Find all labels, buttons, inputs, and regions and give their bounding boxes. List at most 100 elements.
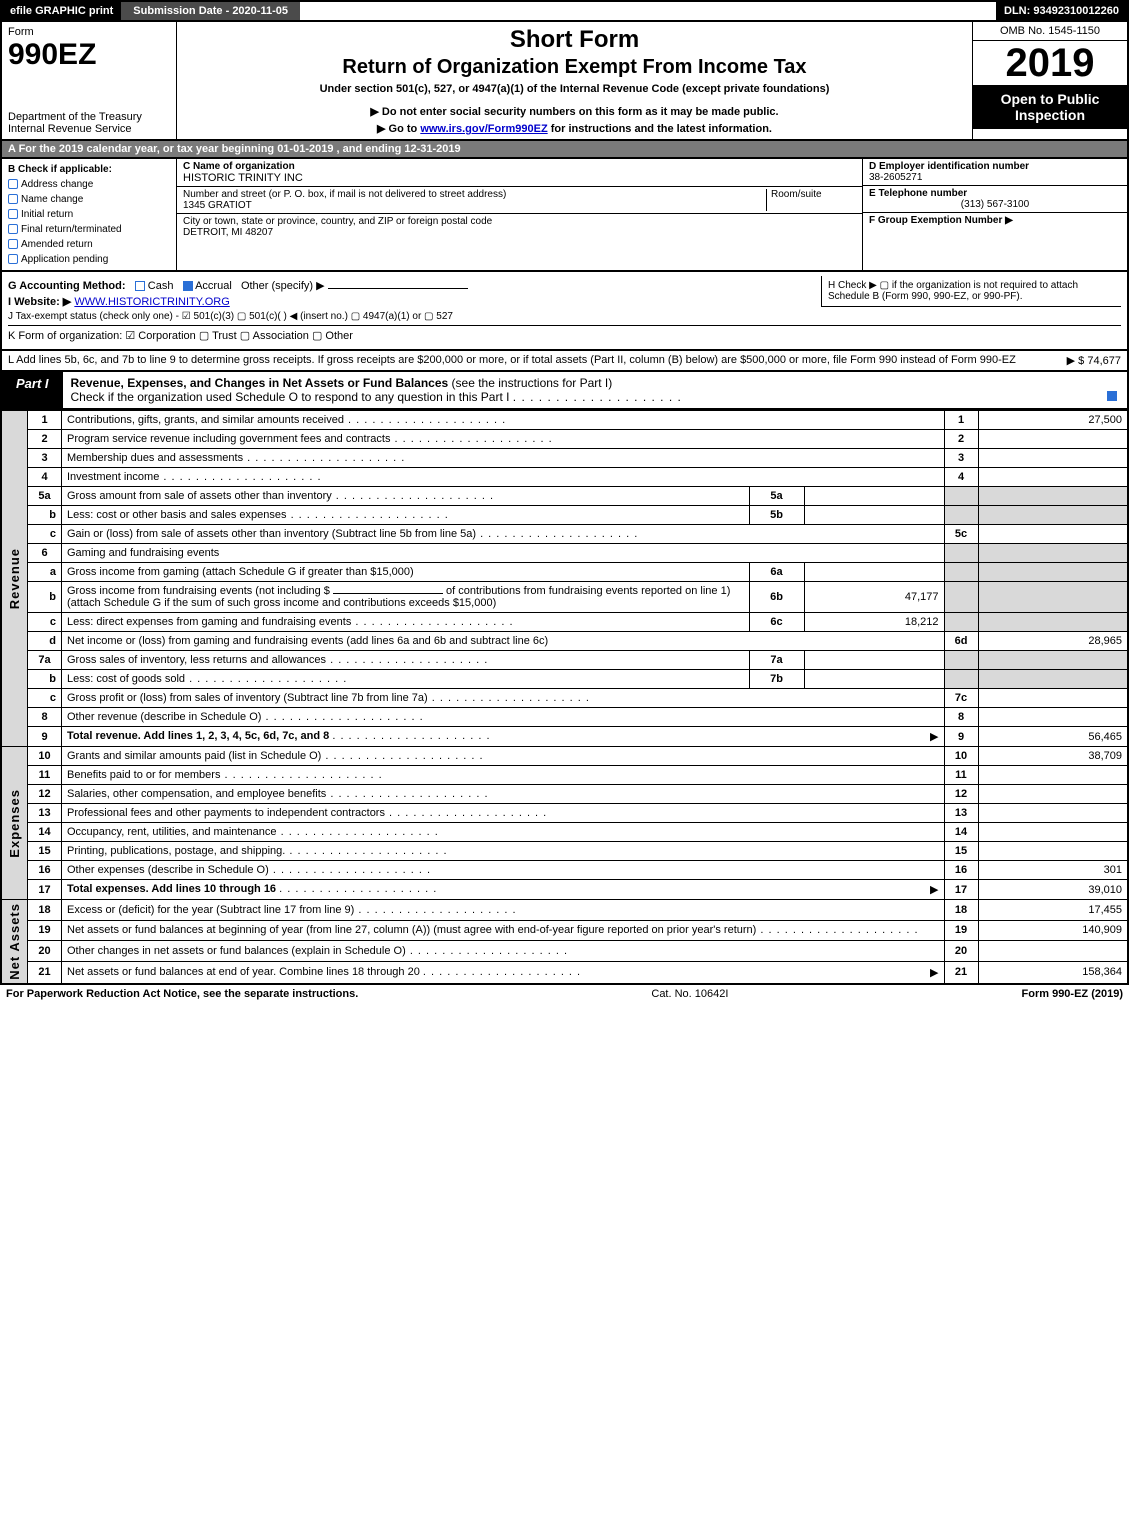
org-city: DETROIT, MI 48207	[183, 227, 273, 238]
ein-value: 38-2605271	[869, 172, 922, 183]
line-key: 12	[944, 785, 978, 804]
line-desc: Gross income from gaming (attach Schedul…	[62, 563, 750, 582]
efile-print-label[interactable]: efile GRAPHIC print	[2, 2, 121, 20]
line-key: 20	[944, 941, 978, 962]
lbl-amended-return: Amended return	[21, 239, 93, 250]
chk-initial-return[interactable]	[8, 209, 18, 219]
form-header: Form 990EZ Department of the Treasury In…	[0, 20, 1129, 141]
line-num: 2	[28, 430, 62, 449]
line-amt: 301	[978, 861, 1128, 880]
part-i-title: Revenue, Expenses, and Changes in Net As…	[71, 376, 449, 390]
part-i-label: Part I	[2, 372, 63, 408]
table-row: 19 Net assets or fund balances at beginn…	[1, 920, 1128, 941]
table-row: 14 Occupancy, rent, utilities, and maint…	[1, 823, 1128, 842]
line-amt: 27,500	[978, 411, 1128, 430]
line-amt	[978, 804, 1128, 823]
line-num: 21	[28, 961, 62, 983]
website-link[interactable]: WWW.HISTORICTRINITY.ORG	[74, 296, 229, 308]
chk-cash[interactable]	[135, 281, 145, 291]
table-row: b Less: cost or other basis and sales ex…	[1, 506, 1128, 525]
title-long: Return of Organization Exempt From Incom…	[181, 56, 968, 79]
chk-application-pending[interactable]	[8, 254, 18, 264]
line-num: 6	[28, 544, 62, 563]
chk-name-change[interactable]	[8, 194, 18, 204]
line-amt	[978, 823, 1128, 842]
line-amt: 17,455	[978, 900, 1128, 921]
c-street-label: Number and street (or P. O. box, if mail…	[183, 189, 506, 200]
line-key: 8	[944, 708, 978, 727]
line-desc: Program service revenue including govern…	[67, 433, 553, 445]
line-key: 5c	[944, 525, 978, 544]
line-num: c	[28, 689, 62, 708]
sub-key: 6c	[749, 613, 804, 632]
line-amt	[978, 468, 1128, 487]
table-row: 3 Membership dues and assessments 3	[1, 449, 1128, 468]
chk-schedule-o[interactable]	[1107, 391, 1117, 401]
line-num: 16	[28, 861, 62, 880]
footer-left: For Paperwork Reduction Act Notice, see …	[6, 988, 358, 1000]
form-label: Form	[8, 26, 170, 38]
chk-final-return[interactable]	[8, 224, 18, 234]
line-key: 10	[944, 747, 978, 766]
line-key: 14	[944, 823, 978, 842]
goto-link[interactable]: www.irs.gov/Form990EZ	[420, 123, 547, 135]
g-label: G Accounting Method:	[8, 280, 126, 292]
table-row: 8 Other revenue (describe in Schedule O)…	[1, 708, 1128, 727]
line-desc: Investment income	[67, 471, 322, 483]
part-i-note: (see the instructions for Part I)	[452, 376, 613, 390]
line-amt	[978, 785, 1128, 804]
f-group-label: F Group Exemption Number ▶	[869, 215, 1013, 226]
i-label: I Website: ▶	[8, 296, 71, 308]
line-desc: Total expenses. Add lines 10 through 16	[67, 883, 276, 895]
table-row: 13 Professional fees and other payments …	[1, 804, 1128, 823]
table-row: d Net income or (loss) from gaming and f…	[1, 632, 1128, 651]
line-desc: Other expenses (describe in Schedule O)	[67, 864, 431, 876]
line-desc: Gross profit or (loss) from sales of inv…	[67, 692, 590, 704]
table-row: 6 Gaming and fundraising events	[1, 544, 1128, 563]
line-key: 1	[944, 411, 978, 430]
section-d-e-f: D Employer identification number 38-2605…	[862, 159, 1127, 270]
table-row: 17 Total expenses. Add lines 10 through …	[1, 880, 1128, 900]
dept-label: Department of the Treasury	[8, 111, 170, 123]
table-row: Expenses 10 Grants and similar amounts p…	[1, 747, 1128, 766]
open-to-public: Open to Public Inspection	[973, 85, 1127, 129]
line-desc: Less: direct expenses from gaming and fu…	[67, 616, 514, 628]
line-num: 20	[28, 941, 62, 962]
line-desc: Total revenue. Add lines 1, 2, 3, 4, 5c,…	[67, 730, 329, 742]
tax-year: 2019	[973, 41, 1127, 85]
submission-date-label: Submission Date - 2020-11-05	[121, 2, 300, 20]
sub-val	[804, 506, 944, 525]
line-key: 3	[944, 449, 978, 468]
section-l: L Add lines 5b, 6c, and 7b to line 9 to …	[0, 351, 1129, 372]
lbl-initial-return: Initial return	[21, 209, 73, 220]
line-desc: Salaries, other compensation, and employ…	[67, 788, 489, 800]
chk-address-change[interactable]	[8, 179, 18, 189]
line-desc: Printing, publications, postage, and shi…	[67, 845, 448, 857]
lbl-accrual: Accrual	[195, 280, 232, 292]
table-row: 4 Investment income 4	[1, 468, 1128, 487]
chk-accrual[interactable]	[183, 281, 193, 291]
table-row: 11 Benefits paid to or for members 11	[1, 766, 1128, 785]
form-number: 990EZ	[8, 38, 170, 72]
goto-pre: ▶ Go to	[377, 123, 420, 135]
line-num: 11	[28, 766, 62, 785]
line-desc: Gross amount from sale of assets other t…	[67, 490, 494, 502]
line-desc: Less: cost or other basis and sales expe…	[67, 509, 449, 521]
table-row: 2 Program service revenue including gove…	[1, 430, 1128, 449]
title-short: Short Form	[181, 26, 968, 54]
line-num: 7a	[28, 651, 62, 670]
line-desc: Professional fees and other payments to …	[67, 807, 547, 819]
sub-key: 7a	[749, 651, 804, 670]
d-ein-label: D Employer identification number	[869, 161, 1029, 172]
chk-amended-return[interactable]	[8, 239, 18, 249]
table-row: 9 Total revenue. Add lines 1, 2, 3, 4, 5…	[1, 727, 1128, 747]
line-amt: 140,909	[978, 920, 1128, 941]
line-desc: Gross sales of inventory, less returns a…	[67, 654, 488, 666]
lbl-application-pending: Application pending	[21, 254, 108, 265]
revenue-tab: Revenue	[7, 548, 22, 609]
sub-val	[804, 670, 944, 689]
line-num: c	[28, 525, 62, 544]
line-amt	[978, 449, 1128, 468]
table-row: Net Assets 18 Excess or (deficit) for th…	[1, 900, 1128, 921]
arrow-icon: ▶	[930, 730, 938, 743]
